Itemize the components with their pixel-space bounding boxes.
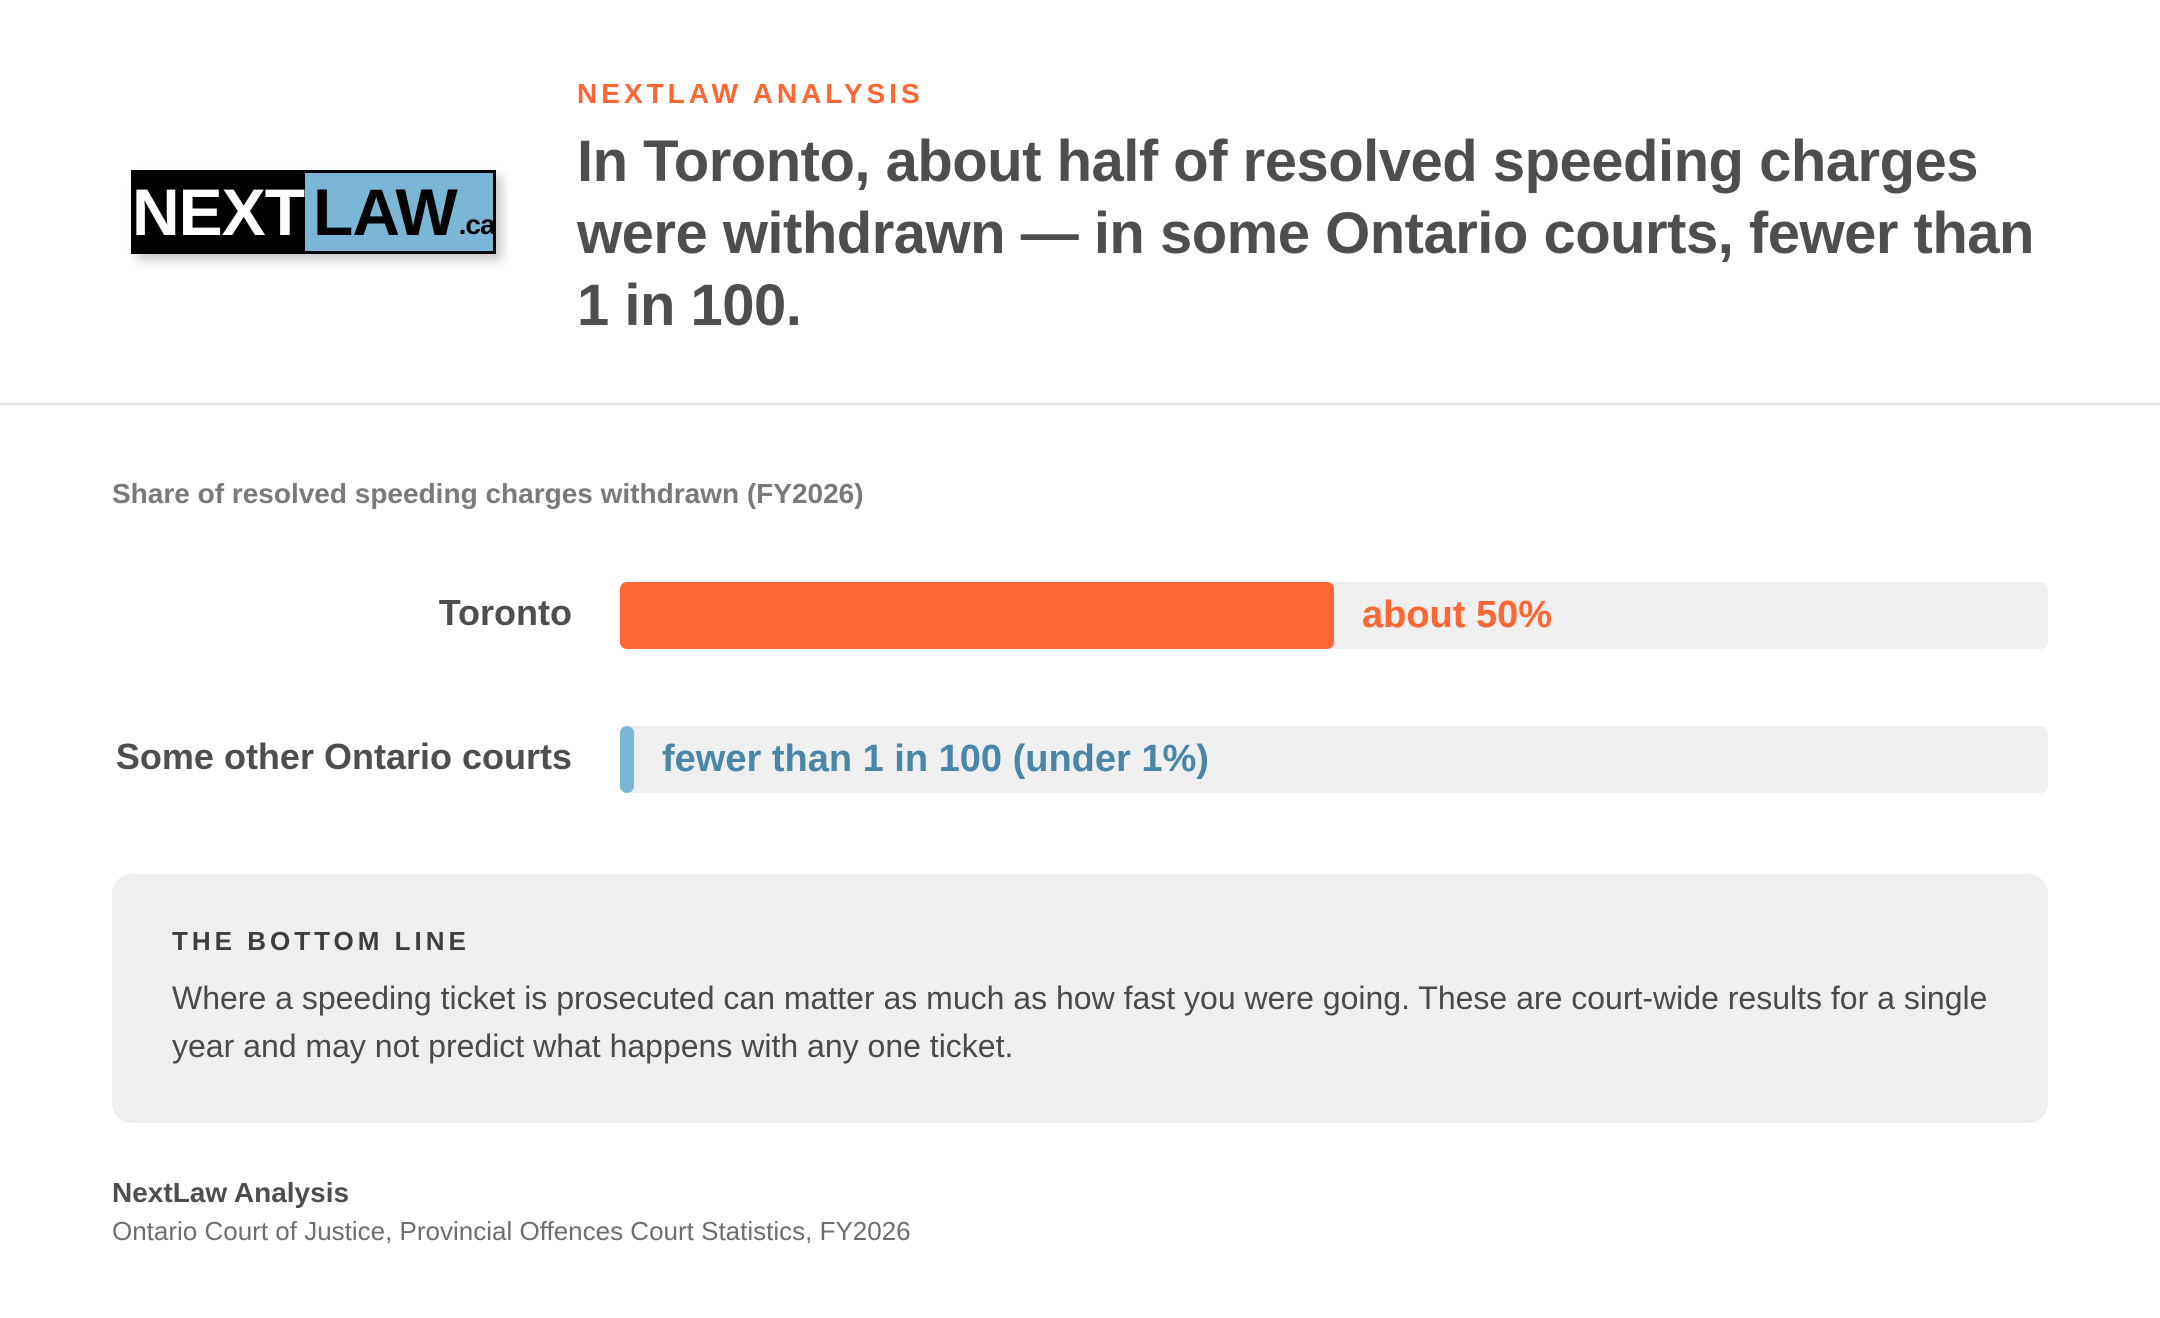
headline: In Toronto, about half of resolved speed… bbox=[577, 129, 2034, 338]
logo-next-text: NEXT bbox=[131, 170, 305, 254]
bar-category-label: Toronto bbox=[438, 592, 572, 633]
bar-value-label: fewer than 1 in 100 (under 1%) bbox=[662, 738, 1209, 780]
kicker: NEXTLAW ANALYSIS bbox=[577, 78, 924, 109]
bottom-line-box: THE BOTTOM LINE Where a speeding ticket … bbox=[112, 874, 2048, 1123]
header: NEXT LAW .ca NEXTLAW ANALYSIS In Toronto… bbox=[0, 0, 2160, 405]
chart-title: Share of resolved speeding charges withd… bbox=[112, 478, 864, 509]
bottom-line-text: Where a speeding ticket is prosecuted ca… bbox=[172, 980, 1988, 1064]
bottom-line-heading: THE BOTTOM LINE bbox=[172, 926, 470, 956]
bar-track: fewer than 1 in 100 (under 1%) bbox=[620, 726, 2048, 793]
bar bbox=[620, 726, 634, 793]
source-text: Ontario Court of Justice, Provincial Off… bbox=[112, 1216, 911, 1246]
logo-law-block: LAW .ca bbox=[305, 170, 496, 254]
bar-value-label: about 50% bbox=[1362, 594, 1553, 636]
bar bbox=[620, 582, 1334, 649]
source-title: NextLaw Analysis bbox=[112, 1177, 350, 1208]
bar-category-label: Some other Ontario courts bbox=[115, 736, 572, 777]
nextlaw-logo: NEXT LAW .ca bbox=[131, 170, 496, 254]
logo-ca-text: .ca bbox=[458, 209, 496, 240]
logo-law-text: LAW bbox=[313, 175, 458, 249]
bar-track: about 50% bbox=[620, 582, 2048, 649]
